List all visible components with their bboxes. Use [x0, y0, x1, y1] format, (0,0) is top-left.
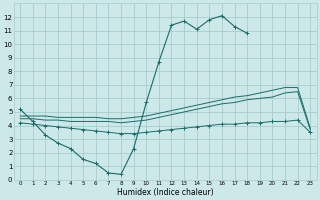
X-axis label: Humidex (Indice chaleur): Humidex (Indice chaleur) — [117, 188, 213, 197]
